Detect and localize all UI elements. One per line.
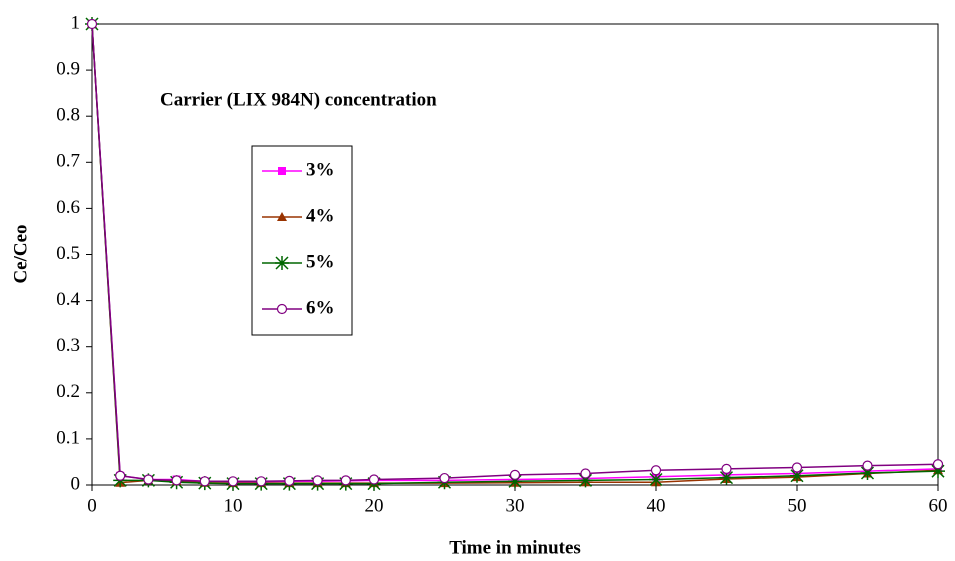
y-tick-label: 0.7 bbox=[56, 151, 80, 172]
marker bbox=[143, 474, 154, 485]
x-axis-label: Time in minutes bbox=[449, 537, 581, 558]
x-tick-label: 30 bbox=[506, 495, 525, 516]
marker bbox=[508, 474, 522, 489]
x-tick-label: 60 bbox=[929, 495, 948, 516]
annotation: Carrier (LIX 984N) concentration bbox=[160, 89, 437, 110]
marker bbox=[439, 472, 450, 484]
y-axis-label: Ce/Ceo bbox=[10, 224, 31, 283]
marker bbox=[790, 468, 804, 483]
marker bbox=[276, 303, 288, 315]
marker bbox=[256, 476, 267, 487]
marker bbox=[86, 18, 98, 30]
marker bbox=[275, 256, 289, 270]
y-tick-label: 1 bbox=[71, 12, 81, 33]
y-tick-label: 0 bbox=[71, 473, 81, 494]
marker bbox=[368, 474, 380, 485]
y-tick-label: 0.8 bbox=[56, 105, 80, 126]
y-tick-label: 0.1 bbox=[56, 427, 80, 448]
marker bbox=[719, 470, 734, 485]
marker bbox=[649, 472, 663, 487]
x-tick-label: 40 bbox=[647, 495, 666, 516]
marker bbox=[931, 464, 945, 479]
marker bbox=[650, 465, 662, 476]
marker bbox=[277, 212, 287, 221]
legend-label: 6% bbox=[306, 297, 335, 318]
marker bbox=[860, 466, 875, 481]
marker bbox=[580, 468, 591, 479]
y-tick-label: 0.5 bbox=[56, 243, 80, 264]
x-tick-label: 20 bbox=[365, 495, 384, 516]
y-tick-label: 0.4 bbox=[56, 289, 80, 310]
x-tick-label: 0 bbox=[87, 495, 97, 516]
marker bbox=[340, 475, 351, 486]
x-tick-label: 10 bbox=[224, 495, 243, 516]
x-tick-label: 50 bbox=[788, 495, 807, 516]
marker bbox=[862, 460, 873, 471]
marker bbox=[312, 475, 323, 486]
marker bbox=[721, 463, 732, 474]
marker bbox=[509, 469, 521, 480]
marker bbox=[199, 476, 210, 487]
legend-label: 3% bbox=[306, 159, 335, 180]
marker bbox=[578, 473, 593, 488]
marker bbox=[171, 475, 182, 486]
y-tick-label: 0.6 bbox=[56, 197, 80, 218]
marker bbox=[932, 459, 944, 470]
legend-label: 5% bbox=[306, 251, 335, 272]
legend-box bbox=[251, 145, 353, 336]
marker bbox=[115, 470, 126, 481]
marker bbox=[284, 475, 295, 486]
marker bbox=[227, 476, 239, 487]
marker bbox=[791, 462, 803, 473]
y-tick-label: 0.9 bbox=[56, 58, 80, 79]
y-tick-label: 0.2 bbox=[56, 381, 80, 402]
y-tick-label: 0.3 bbox=[56, 335, 80, 356]
marker bbox=[278, 167, 286, 175]
legend-label: 4% bbox=[306, 205, 335, 226]
